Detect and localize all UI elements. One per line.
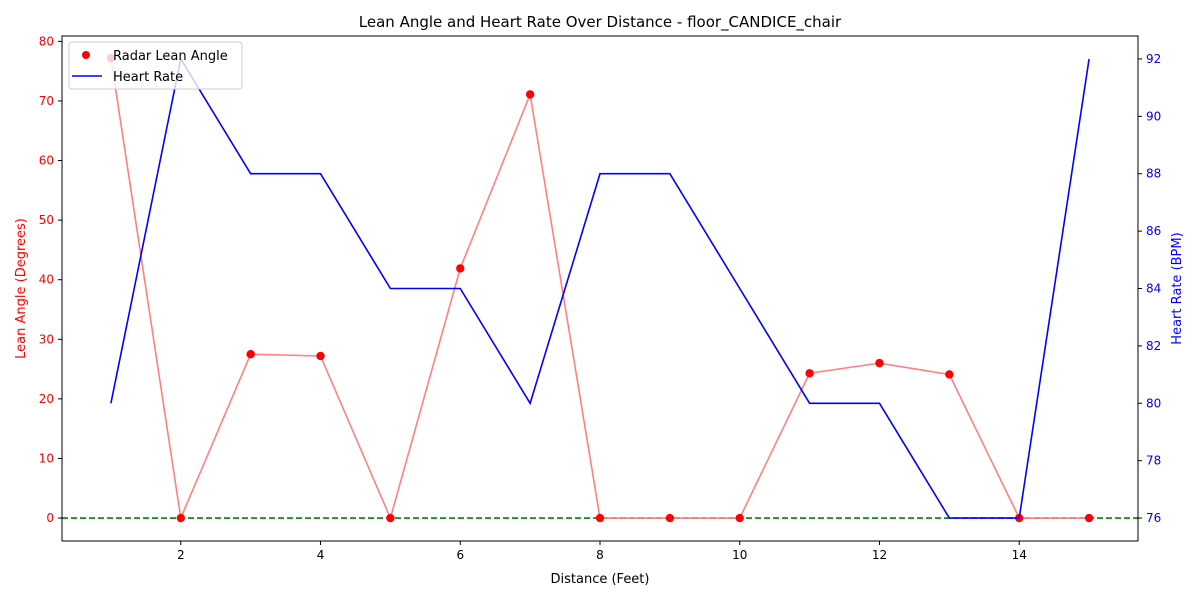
lean-angle-point	[945, 370, 954, 379]
x-axis: 2 4 6 8 10 12 14	[177, 541, 1027, 562]
y-axis-right: 76 78 80 82 84 86 88 90 92	[1138, 52, 1161, 525]
lean-angle-point	[525, 90, 535, 99]
y-left-tick-label: 70	[39, 94, 54, 108]
lean-angle-point	[316, 351, 325, 361]
chart-title: Lean Angle and Heart Rate Over Distance …	[359, 13, 842, 32]
legend-box	[68, 41, 243, 90]
legend-label-heart-rate: Heart Rate	[113, 70, 183, 85]
lean-angle-point	[665, 513, 675, 523]
lean-angle-point	[875, 358, 884, 368]
y-left-tick-label: 50	[39, 213, 54, 227]
legend: Radar Lean Angle Heart Rate	[68, 41, 243, 90]
y-left-tick-label: 30	[39, 332, 54, 346]
y-right-tick-label: 78	[1146, 454, 1161, 468]
y-axis-right-label: Heart Rate (BPM)	[1170, 232, 1185, 344]
lean-angle-point	[176, 513, 185, 523]
plot-frame	[61, 35, 1139, 542]
y-left-tick-label: 0	[46, 511, 54, 525]
y-right-tick-label: 76	[1146, 511, 1161, 525]
lean-angle-point	[246, 349, 255, 359]
lean-angle-point	[805, 369, 814, 378]
y-right-tick-label: 80	[1146, 396, 1161, 410]
lean-angle-point	[1084, 513, 1094, 523]
lean-angle-point	[386, 513, 395, 523]
x-tick-label: 14	[1012, 548, 1027, 562]
y-axis-left: 0 10 20 30 40 50 60 70 80	[39, 34, 62, 525]
y-right-tick-label: 84	[1146, 282, 1161, 296]
y-axis-left-label: Lean Angle (Degrees)	[14, 218, 29, 359]
y-left-tick-label: 80	[39, 34, 54, 48]
lean-angle-point	[456, 264, 465, 273]
y-right-tick-label: 92	[1146, 52, 1161, 66]
plot-area	[62, 53, 1138, 523]
y-left-tick-label: 20	[39, 392, 54, 406]
y-right-tick-label: 82	[1146, 339, 1161, 353]
y-right-tick-label: 86	[1146, 224, 1161, 238]
y-left-tick-label: 40	[39, 273, 54, 287]
series-lean-angle-line	[110, 57, 1090, 521]
x-tick-label: 6	[456, 548, 464, 562]
x-tick-label: 2	[177, 548, 185, 562]
legend-marker-lean-angle	[82, 51, 90, 59]
y-left-tick-label: 10	[39, 451, 54, 465]
y-right-tick-label: 88	[1146, 167, 1161, 181]
y-right-tick-label: 90	[1146, 109, 1161, 123]
x-axis-label: Distance (Feet)	[551, 572, 650, 587]
legend-label-lean-angle: Radar Lean Angle	[113, 49, 228, 64]
x-tick-label: 12	[872, 548, 887, 562]
y-left-tick-label: 60	[39, 154, 54, 168]
x-tick-label: 10	[732, 548, 747, 562]
lean-angle-point	[595, 513, 605, 523]
x-tick-label: 4	[317, 548, 325, 562]
series-heart-rate-line	[110, 56, 1090, 519]
x-tick-label: 8	[596, 548, 604, 562]
lean-angle-point	[735, 513, 744, 523]
